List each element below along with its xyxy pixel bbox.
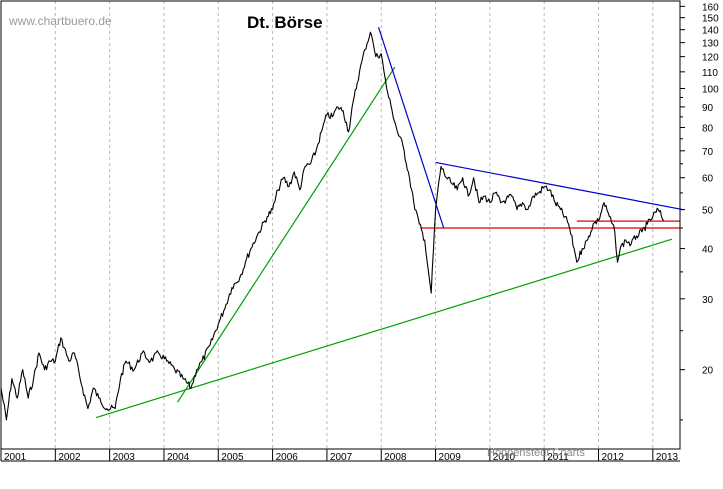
y-tick-label: 100 <box>702 84 719 95</box>
x-tick-label: 2012 <box>602 452 625 463</box>
chart-title: Dt. Börse <box>247 13 323 32</box>
x-axis: 2001 2002 2003 2004 2005 2006 2007 2008 2009 2010… <box>0 449 680 463</box>
y-tick-label: 40 <box>702 245 714 256</box>
x-tick-label: 2008 <box>384 452 407 463</box>
y-tick-label: 150 <box>702 14 719 25</box>
plot-frame <box>0 0 681 450</box>
trendline-green-support-long <box>95 238 673 419</box>
trendlines <box>95 27 683 419</box>
y-tick-label: 110 <box>702 68 718 79</box>
x-tick-label: 2003 <box>113 452 136 463</box>
y-tick-label: 160 <box>702 2 719 13</box>
y-tick-label: 60 <box>702 174 714 185</box>
y-tick-label: 70 <box>702 147 714 158</box>
y-tick-label: 20 <box>702 366 714 377</box>
y-tick-label: 140 <box>702 26 719 37</box>
x-tick-label: 2007 <box>330 452 353 463</box>
x-tick-label: 2006 <box>276 452 299 463</box>
y-tick-label: 80 <box>702 123 714 134</box>
y-tick-label: 30 <box>702 295 714 306</box>
credit-label: Hoppenstedt Charts <box>487 447 585 459</box>
x-tick-label: 2013 <box>656 452 679 463</box>
grid <box>54 1 654 449</box>
x-tick-label: 2001 <box>4 452 27 463</box>
x-tick-label: 2009 <box>439 452 462 463</box>
x-tick-label: 2010 <box>493 452 516 463</box>
trendline-green-support-steep <box>177 66 396 403</box>
y-tick-label: 90 <box>702 103 714 114</box>
x-tick-label: 2004 <box>167 452 190 463</box>
x-tick-label: 2011 <box>547 452 569 463</box>
x-tick-label: 2005 <box>221 452 244 463</box>
trendline-blue-resistance-flat <box>435 161 683 211</box>
price-series <box>0 31 664 421</box>
watermark: www.chartbuero.de <box>8 14 112 28</box>
x-tick-label: 2002 <box>58 452 81 463</box>
y-tick-label: 120 <box>702 53 719 64</box>
trendline-blue-resistance-steep <box>377 27 445 229</box>
y-tick-label: 130 <box>702 39 719 50</box>
y-tick-label: 50 <box>702 206 714 217</box>
series-line <box>0 31 664 421</box>
